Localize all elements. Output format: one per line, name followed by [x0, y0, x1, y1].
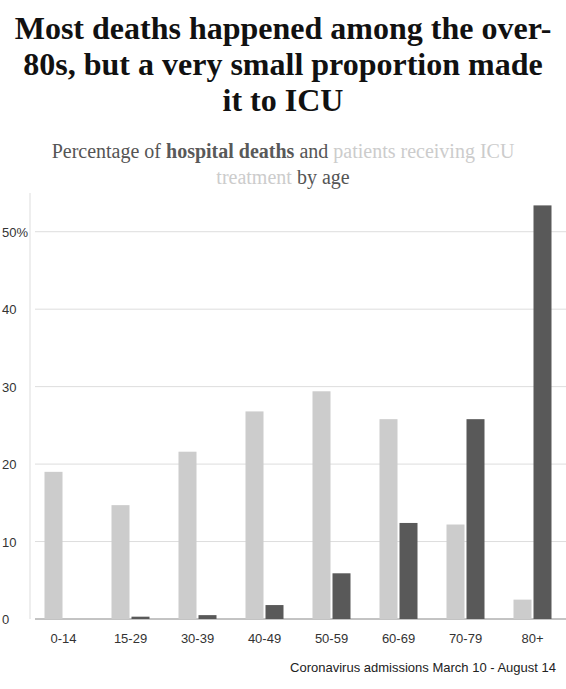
bar [112, 505, 130, 619]
bar [514, 600, 532, 619]
subtitle-text: and [294, 140, 333, 162]
bar [313, 391, 331, 619]
bar [45, 472, 63, 619]
grid-line [35, 231, 566, 232]
grid-line [35, 464, 566, 465]
bar [467, 419, 485, 619]
grid-line [35, 386, 566, 387]
y-tick-label: 30 [2, 380, 16, 395]
subtitle-text: Percentage of [52, 140, 166, 162]
bar [380, 419, 398, 619]
x-tick-label: 0-14 [50, 631, 76, 646]
y-tick-label: 10 [2, 535, 16, 550]
bar [333, 573, 351, 619]
chart: 0 10 20 30 40 50% 0-14 15-29 30-39 40-49 50-59 60-6… [0, 0, 566, 689]
y-tick-label: 40 [2, 302, 16, 317]
bar [447, 525, 465, 619]
x-tick-label: 60-69 [382, 631, 415, 646]
x-tick-label: 80+ [521, 631, 543, 646]
bars [45, 205, 552, 619]
bar [400, 523, 418, 619]
source: Coronavirus admissions March 10 - August… [290, 660, 556, 675]
subtitle-text: by age [292, 166, 350, 188]
x-tick-label: 40-49 [248, 631, 281, 646]
title: Most deaths happened among the over-80s,… [10, 10, 556, 118]
bar [65, 619, 83, 620]
x-tick-label: 70-79 [449, 631, 482, 646]
bar [246, 411, 264, 619]
x-tick-label: 15-29 [114, 631, 147, 646]
subtitle: Percentage of hospital deaths and patien… [20, 138, 546, 190]
bar [534, 205, 552, 619]
y-tick-label: 50% [2, 225, 28, 240]
y-tick-label: 0 [2, 612, 9, 627]
bar [179, 452, 197, 619]
y-axis-line [30, 193, 31, 619]
y-tick-label: 20 [2, 457, 16, 472]
x-tick-label: 50-59 [315, 631, 348, 646]
bar [132, 617, 150, 619]
bar [199, 615, 217, 619]
x-tick-label: 30-39 [181, 631, 214, 646]
grid-line [35, 309, 566, 310]
legend-entry: hospital deaths [166, 140, 294, 162]
bar [266, 605, 284, 619]
